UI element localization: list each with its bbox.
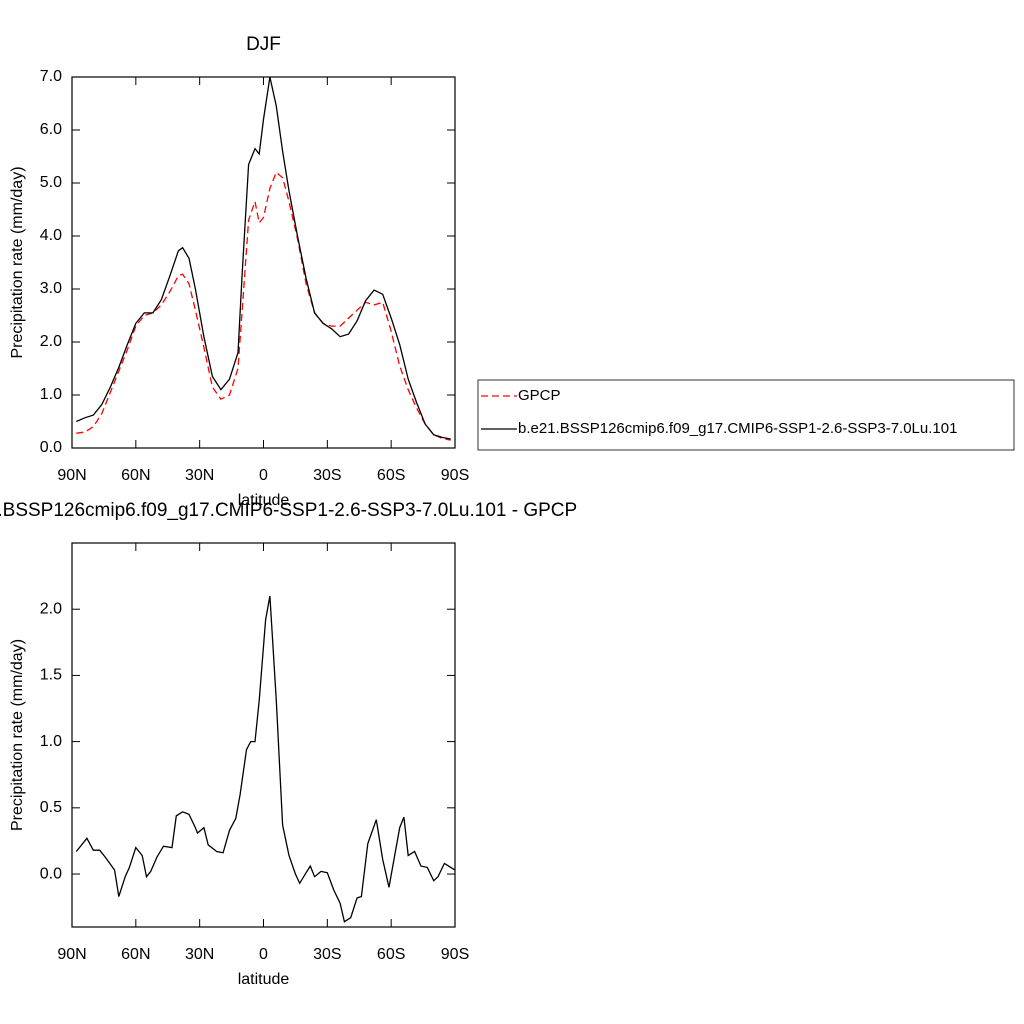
x-axis-label: latitude [238, 971, 290, 988]
y-tick-label: 4.0 [40, 227, 62, 244]
x-axis-label: latitude [238, 492, 290, 509]
x-tick-label: 0 [259, 467, 268, 484]
data-line [76, 171, 451, 441]
plot-frame [71, 542, 456, 928]
legend-box [477, 379, 1015, 451]
x-tick-label: 30S [313, 467, 341, 484]
y-tick-label: 2.0 [40, 600, 62, 617]
x-tick-label: 30N [185, 946, 214, 963]
y-tick-label: 1.5 [40, 667, 62, 684]
legend-label: GPCP [518, 387, 561, 404]
x-tick-label: 60S [377, 946, 405, 963]
y-tick-label: 5.0 [40, 174, 62, 191]
x-tick-label: 30S [313, 946, 341, 963]
y-tick-label: 0.5 [40, 799, 62, 816]
y-tick-label: 1.0 [40, 386, 62, 403]
y-tick-label: 0.0 [40, 865, 62, 882]
y-tick-label: 7.0 [40, 68, 62, 85]
x-tick-label: 90N [57, 467, 86, 484]
x-tick-label: 90N [57, 946, 86, 963]
y-tick-label: 2.0 [40, 333, 62, 350]
data-line [76, 76, 451, 440]
x-tick-label: 90S [441, 946, 469, 963]
x-tick-label: 30N [185, 467, 214, 484]
x-tick-label: 0 [259, 946, 268, 963]
x-tick-label: 60N [121, 467, 150, 484]
y-tick-label: 6.0 [40, 121, 62, 138]
plot-frame [71, 76, 456, 449]
x-tick-label: 90S [441, 467, 469, 484]
x-tick-label: 60N [121, 946, 150, 963]
data-line [75, 595, 456, 923]
y-tick-label: 1.0 [40, 733, 62, 750]
y-tick-label: 0.0 [40, 439, 62, 456]
x-tick-label: 60S [377, 467, 405, 484]
chart-title: b.e21.BSSP126cmip6.f09_g17.CMIP6-SSP1-2.… [0, 500, 577, 521]
y-axis-label: Precipitation rate (mm/day) [9, 639, 26, 831]
y-axis-label: Precipitation rate (mm/day) [9, 166, 26, 358]
y-tick-label: 3.0 [40, 280, 62, 297]
legend-label: b.e21.BSSP126cmip6.f09_g17.CMIP6-SSP1-2.… [518, 420, 957, 437]
chart-title: DJF [246, 34, 281, 55]
